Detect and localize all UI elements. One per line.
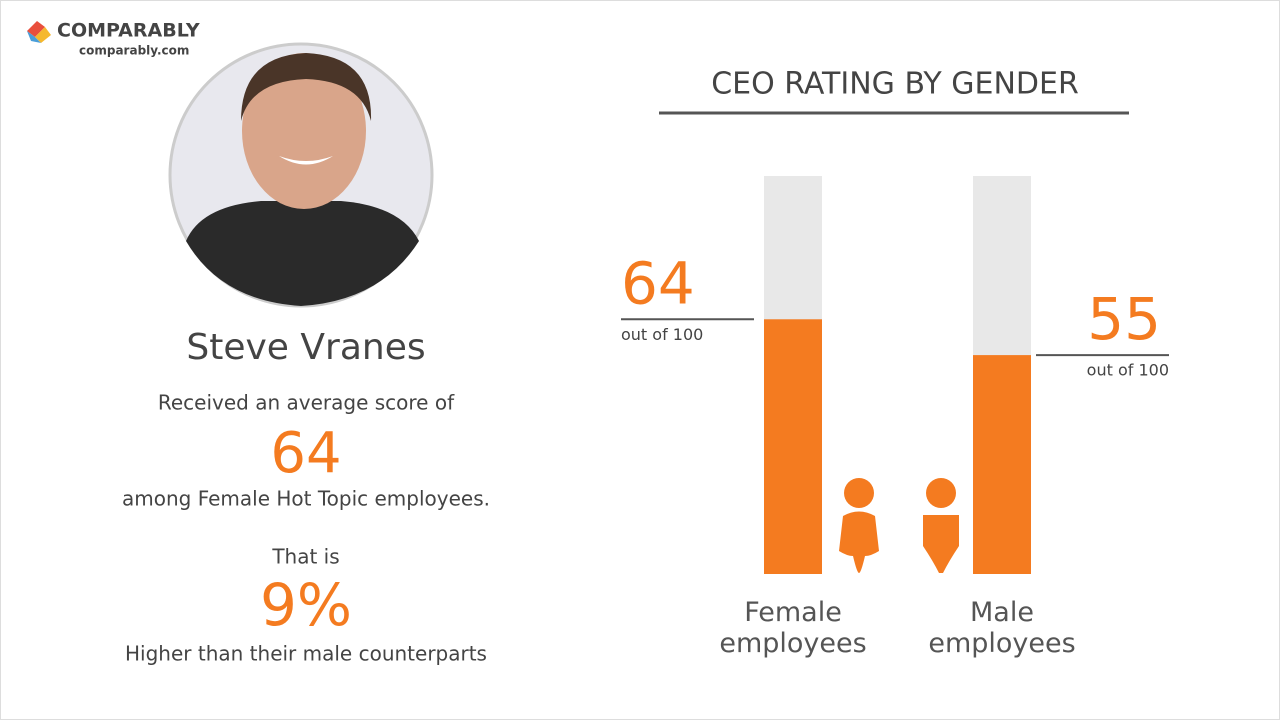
chart-title: CEO RATING BY GENDER [711, 67, 1079, 102]
brand-name: COMPARABLY [57, 20, 200, 42]
value-label: 64 [621, 249, 695, 317]
male-icon [923, 478, 959, 573]
ceo-photo [168, 42, 434, 308]
category-label: Female employees [719, 597, 867, 659]
group-text: among Female Hot Topic employees. [122, 487, 490, 511]
bar [764, 319, 822, 574]
lead-text: That is [271, 545, 339, 569]
value-note: out of 100 [1087, 361, 1169, 380]
female-icon [839, 478, 879, 573]
intro-text: Received an average score of [158, 391, 455, 415]
bar [973, 355, 1031, 574]
brand-url: comparably.com [79, 44, 189, 58]
ceo-name: Steve Vranes [186, 327, 425, 368]
comparison-text: Higher than their male counterparts [125, 642, 487, 666]
difference: 9% [260, 571, 352, 639]
value-label: 55 [1087, 285, 1161, 353]
value-note: out of 100 [621, 325, 703, 344]
logo-icon [27, 21, 51, 43]
category-label: Male employees [928, 597, 1076, 659]
score: 64 [270, 421, 341, 486]
